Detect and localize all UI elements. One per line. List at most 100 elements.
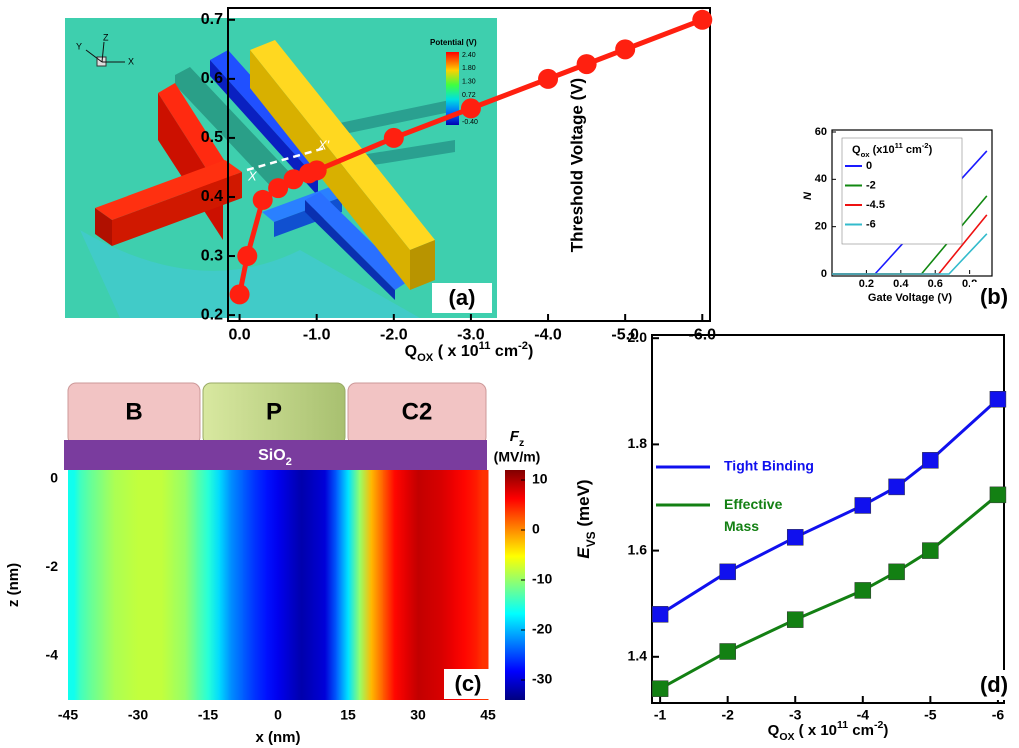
label-part: ( x 10 [433,343,478,360]
y-tick-label: 1.6 [628,541,648,557]
colorbar-tick-label: 0.72 [462,92,476,99]
label-part: 11 [479,340,491,352]
x-tick-label: 0.0 [228,327,250,344]
x-tick-label: -6 [992,706,1005,722]
x-tick-label: 0.4 [893,278,909,290]
x-tick-label: -3 [789,706,802,722]
colorbar-tick-label: 2.40 [462,52,476,59]
label-part: OX [417,352,434,364]
point [230,284,250,304]
legend-label: -6 [866,218,876,230]
cut-label: X' [317,137,330,152]
x-tick-label: -4.0 [534,327,562,344]
heat-cell [103,470,127,700]
x-tick-label: -30 [128,707,148,723]
colorbar [505,470,525,700]
point [889,564,905,580]
colorbar-tick-label: -0.40 [462,119,478,126]
label-part: 11 [837,719,848,731]
y-tick-label: 0.3 [201,247,223,264]
x-tick-label: 45 [480,707,496,723]
heat-cell [336,470,360,700]
label-part: 2 [286,456,292,468]
y-tick-label: 2.0 [628,329,648,345]
label-part: (meV) [574,479,593,531]
rich-label: EVS (meV) [574,479,598,558]
y-tick-label: 0 [50,470,58,486]
legend-label: -2 [866,179,876,191]
y-axis-label: z (nm) [5,563,22,607]
rich-label: Fz [510,428,524,449]
heat-cell [80,470,104,700]
heat-cell [453,470,477,700]
heat-cell [150,470,174,700]
panel-label: (a) [449,285,476,310]
point [692,10,712,30]
y-tick-label: 40 [815,173,827,185]
label-part: ( x 10 [795,722,838,739]
label-part: ) [929,144,933,156]
point [461,98,481,118]
x-axis-label: x (nm) [256,729,301,746]
point [384,128,404,148]
panel-label: (b) [980,284,1008,309]
y-tick-label: 0.4 [201,188,223,205]
panel-a: X X' X Y Z Potential (V) 2.401.801.300.7… [65,18,497,318]
point [787,529,803,545]
label-part: E [574,547,593,559]
point [237,246,257,266]
rich-label: QOX ( x 1011 cm-2) [768,719,889,743]
series-line [660,399,998,614]
colorbar-unit: (MV/m) [494,449,541,465]
label-part: (x10 [870,144,895,156]
heat-cell [220,470,244,700]
x-tick-label: -1.0 [303,327,331,344]
y-tick-label: -4 [46,646,59,662]
heat-cell [290,470,314,700]
label-part: ) [528,343,533,360]
colorbar-tick-label: -20 [532,621,552,637]
label-part: cm [848,722,874,739]
point [720,643,736,659]
gate-label: C2 [402,398,433,425]
heat-cell [243,470,267,700]
heat-cell [173,470,197,700]
panel-label: (d) [980,672,1008,697]
x-tick-label: -1 [654,706,667,722]
triad-label: X [128,56,134,66]
y-axis-label: Threshold Voltage (V) [567,78,586,252]
label-part: -2 [874,719,883,731]
inset-y-label: N [802,191,814,200]
heat-cell [313,470,337,700]
rich-label: QOX ( x 1011 cm-2) [405,340,534,364]
y-tick-label: 0.6 [201,70,223,87]
point [652,606,668,622]
point [307,160,327,180]
colorbar-tick-label: 0 [532,521,540,537]
point [922,543,938,559]
triad-label: Z [103,32,109,42]
colorbar-tick-label: 1.80 [462,65,476,72]
heat-cell [196,470,220,700]
y-tick-label: 1.8 [628,435,648,451]
y-tick-label: 1.4 [628,648,648,664]
point [787,612,803,628]
point [855,497,871,513]
label-part: VS [584,531,598,547]
point [855,582,871,598]
point [889,479,905,495]
colorbar-tick-label: 10 [532,471,548,487]
heat-cell [406,470,430,700]
label-part: -2 [518,340,528,352]
label-part: cm [903,144,922,156]
x-tick-label: 15 [340,707,356,723]
label-part: Q [768,722,780,739]
x-tick-label: 30 [410,707,426,723]
legend-label: -4.5 [866,199,885,211]
gate-label: B [125,398,142,425]
gate-label: P [266,398,282,425]
x-tick-label: 0.6 [928,278,943,290]
panel-label: (c) [455,671,482,696]
x-tick-label: -2 [721,706,734,722]
point [652,681,668,697]
